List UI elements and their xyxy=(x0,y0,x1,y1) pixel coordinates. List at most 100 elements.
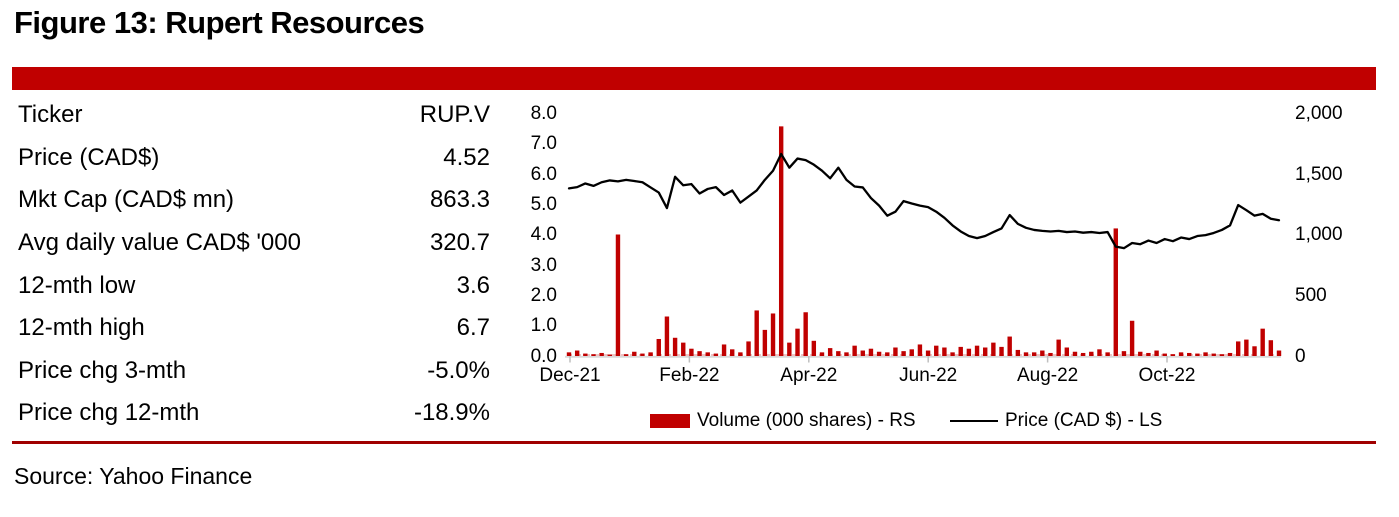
row-value: -18.9% xyxy=(413,399,490,427)
left-axis-tick: 1.0 xyxy=(530,315,557,337)
volume-bar xyxy=(836,351,841,356)
volume-bar xyxy=(591,354,596,356)
volume-bar xyxy=(1146,352,1151,356)
volume-bar xyxy=(1015,349,1021,357)
volume-bar xyxy=(778,126,784,357)
volume-bar xyxy=(917,344,923,356)
volume-bar xyxy=(713,353,719,356)
volume-bar xyxy=(705,352,710,356)
volume-bar xyxy=(1064,347,1070,357)
row-label: Price chg 12-mth xyxy=(18,399,200,427)
volume-bar xyxy=(746,341,751,356)
volume-bar xyxy=(762,329,768,356)
volume-bar xyxy=(909,349,914,356)
separator-line xyxy=(12,441,1376,445)
volume-bar xyxy=(1276,350,1282,356)
row-label: Ticker xyxy=(18,101,83,129)
volume-bar xyxy=(819,352,825,356)
row-label: 12-mth high xyxy=(18,314,145,342)
volume-bar xyxy=(795,328,800,356)
volume-bar xyxy=(1162,353,1167,356)
volume-bar xyxy=(1031,352,1037,356)
volume-bar xyxy=(803,312,808,356)
left-axis-tick: 2.0 xyxy=(530,285,557,307)
volume-bar xyxy=(1187,352,1192,356)
volume-bar xyxy=(1105,352,1110,356)
x-axis-tick: Feb-22 xyxy=(659,365,720,386)
volume-bar xyxy=(934,345,939,356)
price-legend-label: Price (CAD $) - LS xyxy=(1005,410,1163,431)
volume-bar xyxy=(623,354,629,356)
x-axis-tick: Aug-22 xyxy=(1016,365,1079,386)
row-label: Avg daily value CAD$ '000 xyxy=(18,229,301,257)
table-row: Price chg 3-mth -5.0% xyxy=(18,350,490,393)
row-label: Mkt Cap (CAD$ mn) xyxy=(18,186,235,214)
volume-bar xyxy=(1211,353,1216,356)
x-axis-tick: Dec-21 xyxy=(539,365,601,386)
volume-bar xyxy=(1023,352,1029,356)
volume-bar xyxy=(754,310,759,356)
volume-bar xyxy=(974,345,980,356)
volume-bar xyxy=(664,316,670,356)
left-axis-tick: 5.0 xyxy=(530,193,557,215)
volume-bar xyxy=(860,350,865,356)
volume-bar xyxy=(876,351,882,356)
left-axis-tick: 6.0 xyxy=(530,163,557,185)
volume-bar xyxy=(583,353,588,356)
volume-bar xyxy=(672,337,678,356)
table-row: Mkt Cap (CAD$ mn) 863.3 xyxy=(18,179,490,222)
volume-bar xyxy=(958,346,963,356)
volume-bar xyxy=(1129,320,1135,356)
stats-table: Ticker RUP.V Price (CAD$) 4.52 Mkt Cap (CA… xyxy=(18,94,490,435)
table-row: Price chg 12-mth -18.9% xyxy=(18,392,490,435)
row-value: -5.0% xyxy=(427,356,490,384)
left-axis-tick: 4.0 xyxy=(530,224,557,246)
volume-bar xyxy=(1244,339,1249,356)
volume-bar xyxy=(1080,352,1086,356)
volume-bar xyxy=(893,347,898,357)
right-axis-tick: 2,000 xyxy=(1295,102,1343,124)
volume-bar xyxy=(1260,328,1265,356)
volume-bar xyxy=(1170,354,1176,356)
row-value: 4.52 xyxy=(443,143,490,171)
source-note: Source: Yahoo Finance xyxy=(14,463,253,489)
volume-bar xyxy=(632,351,637,356)
row-value: 3.6 xyxy=(456,271,490,299)
plot-area xyxy=(565,126,1282,363)
volume-bar xyxy=(1203,352,1208,356)
volume-bar xyxy=(925,350,931,356)
row-label: 12-mth low xyxy=(18,271,136,299)
row-value: RUP.V xyxy=(419,101,490,129)
volume-bar xyxy=(1154,350,1159,356)
volume-bar xyxy=(1227,352,1233,356)
volume-bar xyxy=(811,340,817,356)
x-axis-tick: Apr-22 xyxy=(780,365,838,386)
chart-legend: Volume (000 shares) - RS Price (CAD $) -… xyxy=(645,405,1245,435)
volume-bar xyxy=(1113,228,1118,357)
row-label: Price chg 3-mth xyxy=(18,356,187,384)
volume-bar xyxy=(1072,351,1078,356)
volume-legend-label: Volume (000 shares) - RS xyxy=(697,410,916,431)
volume-bar xyxy=(1236,341,1241,356)
volume-bar xyxy=(1007,336,1012,356)
right-axis-tick: 0 xyxy=(1295,345,1306,367)
accent-band xyxy=(12,67,1376,90)
table-row: Price (CAD$) 4.52 xyxy=(18,137,490,180)
right-axis-tick: 1,000 xyxy=(1295,224,1343,246)
volume-bar xyxy=(1056,339,1061,356)
volume-bar xyxy=(991,342,996,356)
x-axis-tick: Oct-22 xyxy=(1138,365,1196,386)
left-axis-tick: 7.0 xyxy=(530,133,557,155)
left-axis-tick: 3.0 xyxy=(530,254,557,276)
volume-bar xyxy=(1178,352,1184,356)
volume-bar xyxy=(950,352,955,356)
right-axis-tick: 1,500 xyxy=(1295,163,1343,185)
volume-bar xyxy=(827,348,833,356)
figure-title: Figure 13: Rupert Resources xyxy=(14,5,425,40)
volume-bar xyxy=(966,348,972,356)
price-line xyxy=(567,152,1281,250)
price-legend-swatch xyxy=(950,420,998,422)
row-value: 320.7 xyxy=(429,229,490,257)
volume-bar xyxy=(607,354,612,356)
volume-bar xyxy=(599,352,604,356)
